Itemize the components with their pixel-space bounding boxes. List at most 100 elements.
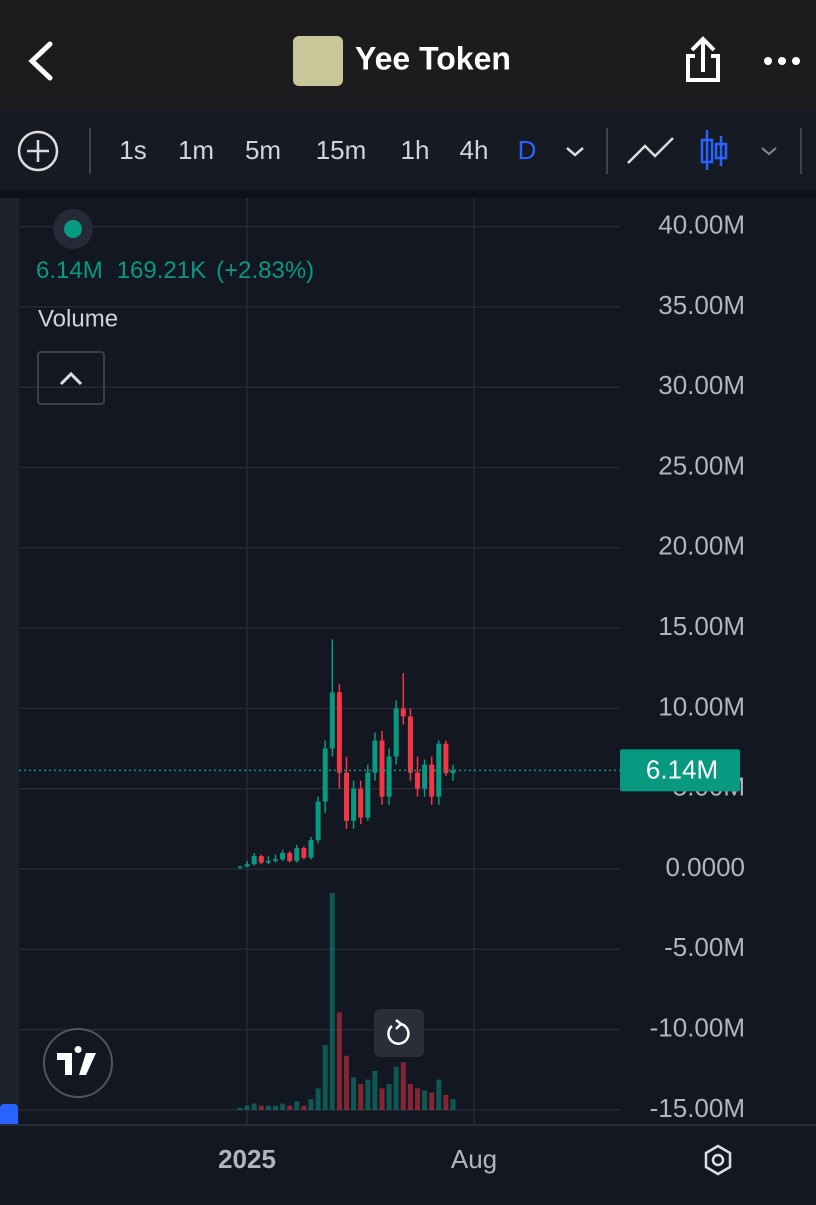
volume-bar [365,1079,371,1110]
candle-body [344,772,349,821]
line-style-button[interactable] [627,137,674,164]
separator [0,190,816,198]
candle-body [351,788,357,821]
left-strip [0,198,19,1125]
collapse-icon [59,371,83,386]
interval-button[interactable]: 1h [401,135,430,165]
settings-button[interactable] [704,1144,732,1176]
last-price-box [620,749,740,792]
top-bar [0,0,816,110]
candle-body [393,708,399,757]
volume-bar [273,1105,278,1110]
candle-body [429,764,435,797]
candle-body [301,848,307,858]
volume-bar [251,1103,257,1110]
candle-body [251,856,257,865]
volume-bar [379,1088,385,1110]
volume-bar [308,1099,314,1110]
volume-bar [329,893,335,1110]
y-tick-label: 40.00M [658,209,745,239]
candle-body [443,743,449,774]
volume-bar [265,1105,271,1110]
volume-bar [244,1105,250,1110]
candle-body [322,748,328,802]
back-button[interactable] [28,41,53,81]
volume-bar [294,1101,300,1110]
candle-body [415,772,420,789]
candle-body [258,856,264,863]
candle-body [379,740,385,797]
y-tick-label: -15.00M [650,1093,745,1123]
settings-icon [711,1153,725,1167]
candle-body [287,852,293,861]
title: Yee Token [355,40,511,76]
y-tick-label: 0.0000 [665,852,745,882]
interval-button[interactable]: 1s [119,135,146,165]
x-axis-bar [0,1125,816,1200]
candle-body [436,743,442,797]
candle-body [407,716,413,773]
interval-dropdown[interactable] [566,147,584,157]
y-tick-label: 30.00M [658,370,745,400]
volume-bar [422,1090,428,1110]
candle-body [294,848,300,861]
last-price-label: 6.14M [646,754,718,784]
volume-bar [407,1083,413,1110]
legend-values: 6.14M 169.21K (+2.83%) [36,257,314,284]
y-tick-label: 25.00M [658,450,745,480]
candle-body [237,866,243,868]
add-button[interactable] [17,130,59,172]
reset-icon [387,1019,410,1045]
token-icon [293,36,343,86]
more-button[interactable] [764,57,800,65]
volume-bar [386,1083,392,1110]
volume-bar [336,1012,342,1110]
volume-bar [358,1083,364,1110]
indicator-name: Volume [38,305,118,332]
volume-bar [415,1088,420,1110]
candle-body [308,840,314,858]
share-button[interactable] [686,36,720,82]
volume-bar [237,1107,243,1110]
volume-bar [400,1062,406,1110]
y-tick-label: -5.00M [664,932,745,962]
interval-button[interactable]: 15m [316,135,367,165]
candle-body [273,859,278,861]
interval-button[interactable]: 4h [460,135,489,165]
candle-body [358,788,364,818]
volume-bar [301,1105,307,1110]
toolbar [0,110,816,190]
candle-body [280,852,286,860]
x-tick-label: 2025 [218,1144,276,1174]
candle-body [365,772,371,818]
candle-body [265,860,271,863]
interval-button[interactable]: 5m [245,135,281,165]
volume-bar [258,1105,264,1110]
y-tick-label: -10.00M [650,1012,745,1042]
status-dot [64,220,82,238]
collapse-button[interactable] [37,351,105,405]
y-tick-label: 15.00M [658,611,745,641]
interval-button[interactable]: 1m [178,135,214,165]
volume-bar [351,1077,357,1110]
y-tick-label: 20.00M [658,531,745,561]
style-dropdown[interactable] [761,147,777,156]
candle-style-button[interactable] [700,130,728,170]
candle-body [372,740,378,773]
volume-bar [315,1088,321,1110]
volume-bar [429,1092,435,1110]
volume-bar [287,1105,293,1110]
volume-bar [443,1094,449,1110]
interval-button[interactable]: D [518,135,537,165]
volume-bar [280,1103,286,1110]
tv-logo-mark [57,1046,96,1075]
candle-body [329,692,335,749]
x-tick-label: Aug [451,1144,497,1174]
candle-body [386,756,392,797]
volume-bar [322,1044,328,1110]
reset-button[interactable] [374,1009,424,1057]
volume-bar [393,1066,399,1110]
tv-logo[interactable] [43,1028,113,1098]
candle-body [336,692,342,773]
